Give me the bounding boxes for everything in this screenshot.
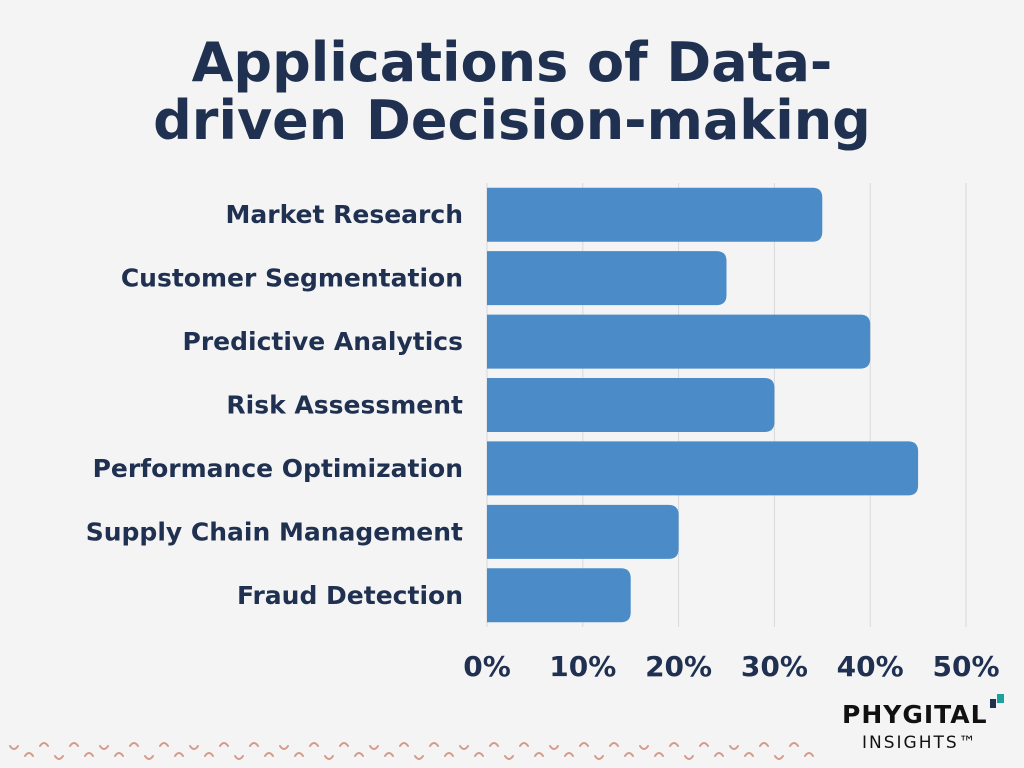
pattern-squiggle bbox=[789, 742, 799, 747]
pattern-squiggle bbox=[54, 755, 64, 760]
category-label: Customer Segmentation bbox=[121, 264, 463, 293]
bar-chart: Market Research Customer Segmentation Pred… bbox=[86, 183, 1000, 683]
bar-predictive-analytics bbox=[487, 314, 871, 369]
category-label: Supply Chain Management bbox=[86, 517, 463, 546]
decorative-pattern bbox=[9, 742, 814, 760]
pattern-squiggle bbox=[504, 755, 514, 760]
pattern-squiggle bbox=[639, 745, 649, 750]
pattern-squiggle bbox=[369, 745, 379, 750]
phygital-insights-logo: PHYGITAL INSIGHTS™ bbox=[842, 694, 1004, 758]
chart-title-line-1: Applications of Data- bbox=[191, 31, 833, 94]
pattern-squiggle bbox=[129, 742, 139, 747]
pattern-squiggle bbox=[174, 752, 184, 757]
x-tick-label: 10% bbox=[549, 650, 616, 683]
pattern-squiggle bbox=[234, 755, 244, 760]
chart-title-line-2: driven Decision-making bbox=[153, 89, 871, 152]
pattern-squiggle bbox=[549, 745, 559, 750]
bar-supply-chain-management bbox=[487, 504, 679, 559]
category-label: Fraud Detection bbox=[237, 581, 463, 610]
chart-title: Applications of Data- driven Decision-ma… bbox=[0, 34, 1024, 150]
bar-fraud-detection bbox=[487, 568, 631, 623]
logo-name: PHYGITAL bbox=[842, 700, 988, 729]
pattern-squiggle bbox=[84, 752, 94, 757]
pattern-squiggle bbox=[39, 742, 49, 747]
pattern-squiggle bbox=[114, 752, 124, 757]
x-tick-label: 0% bbox=[463, 650, 511, 683]
pattern-squiggle bbox=[189, 745, 199, 750]
bar-market-research bbox=[487, 187, 823, 242]
pattern-squiggle bbox=[24, 752, 34, 757]
pattern-squiggle bbox=[729, 745, 739, 750]
logo-subtitle: INSIGHTS™ bbox=[862, 733, 978, 753]
pattern-squiggle bbox=[489, 742, 499, 747]
category-label: Risk Assessment bbox=[226, 391, 463, 420]
x-tick-label: 30% bbox=[741, 650, 808, 683]
pattern-squiggle bbox=[69, 742, 79, 747]
pattern-squiggle bbox=[459, 745, 469, 750]
pattern-squiggle bbox=[264, 752, 274, 757]
pattern-squiggle bbox=[354, 752, 364, 757]
pattern-squiggle bbox=[309, 742, 319, 747]
x-tick-label: 20% bbox=[645, 650, 712, 683]
pattern-squiggle bbox=[609, 742, 619, 747]
pattern-squiggle bbox=[324, 755, 334, 760]
x-tick-label: 50% bbox=[932, 650, 999, 683]
pattern-squiggle bbox=[414, 755, 424, 760]
bar-risk-assessment bbox=[487, 378, 775, 432]
x-tick-label: 40% bbox=[837, 650, 904, 683]
pattern-squiggle bbox=[774, 755, 784, 760]
pattern-squiggle bbox=[564, 752, 574, 757]
pattern-squiggle bbox=[594, 755, 604, 760]
pattern-squiggle bbox=[759, 742, 769, 747]
pattern-squiggle bbox=[624, 752, 634, 757]
pattern-squiggle bbox=[99, 745, 109, 750]
pattern-squiggle bbox=[804, 752, 814, 757]
category-label: Performance Optimization bbox=[93, 454, 463, 483]
pattern-squiggle bbox=[654, 752, 664, 757]
pattern-squiggle bbox=[279, 745, 289, 750]
pattern-squiggle bbox=[684, 755, 694, 760]
pattern-squiggle bbox=[519, 742, 529, 747]
pattern-squiggle bbox=[534, 752, 544, 757]
bar-performance-optimization bbox=[487, 441, 919, 496]
pattern-squiggle bbox=[474, 752, 484, 757]
pattern-squiggle bbox=[159, 742, 169, 747]
pattern-squiggle bbox=[744, 752, 754, 757]
pattern-squiggle bbox=[579, 742, 589, 747]
pattern-squiggle bbox=[249, 742, 259, 747]
pattern-squiggle bbox=[429, 742, 439, 747]
pattern-squiggle bbox=[399, 742, 409, 747]
pattern-squiggle bbox=[384, 752, 394, 757]
category-label: Predictive Analytics bbox=[183, 327, 463, 356]
pattern-squiggle bbox=[219, 742, 229, 747]
pattern-squiggle bbox=[699, 742, 709, 747]
pattern-squiggle bbox=[714, 752, 724, 757]
pattern-squiggle bbox=[444, 752, 454, 757]
logo-mark-icon bbox=[990, 694, 1004, 708]
pattern-squiggle bbox=[204, 752, 214, 757]
pattern-squiggle bbox=[339, 742, 349, 747]
pattern-squiggle bbox=[9, 745, 19, 750]
pattern-squiggle bbox=[144, 755, 154, 760]
pattern-squiggle bbox=[294, 752, 304, 757]
bar-customer-segmentation bbox=[487, 251, 727, 306]
category-label: Market Research bbox=[226, 200, 464, 229]
pattern-squiggle bbox=[669, 742, 679, 747]
